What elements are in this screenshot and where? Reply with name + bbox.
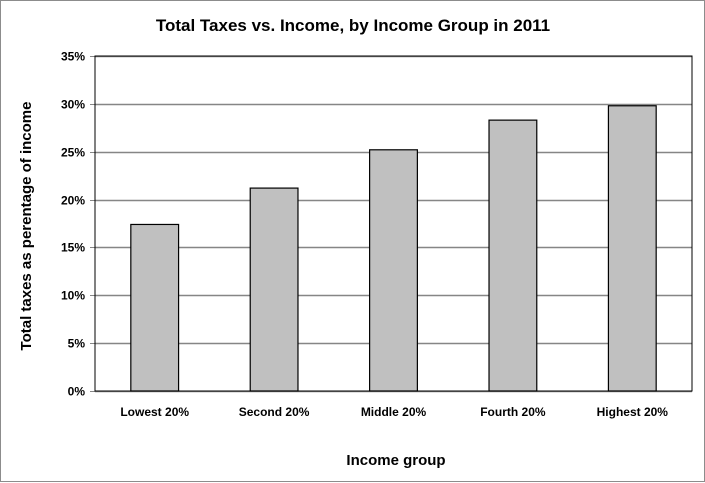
y-tick-label: 5% — [68, 337, 86, 351]
y-tick-label: 0% — [68, 385, 86, 399]
x-tick-label: Fourth 20% — [480, 405, 546, 419]
y-axis-title: Total taxes as perentage of income — [18, 102, 35, 351]
x-tick-label: Highest 20% — [597, 405, 669, 419]
x-tick-label: Second 20% — [239, 405, 310, 419]
x-axis-title: Income group — [346, 452, 445, 469]
x-tick-label: Middle 20% — [361, 405, 427, 419]
y-tick-label: 35% — [61, 50, 85, 64]
chart-title: Total Taxes vs. Income, by Income Group … — [156, 16, 550, 35]
bar — [249, 187, 299, 392]
bar — [607, 105, 657, 392]
y-tick-label: 15% — [61, 241, 85, 255]
bar — [488, 119, 538, 392]
plot-area — [94, 55, 693, 392]
x-tick-label: Lowest 20% — [120, 405, 189, 419]
y-tick-label: 30% — [61, 98, 85, 112]
bar — [130, 223, 180, 392]
y-tick-label: 20% — [61, 194, 85, 208]
bar — [369, 149, 418, 392]
y-tick-label: 10% — [61, 289, 85, 303]
y-tick-label: 25% — [61, 146, 85, 160]
